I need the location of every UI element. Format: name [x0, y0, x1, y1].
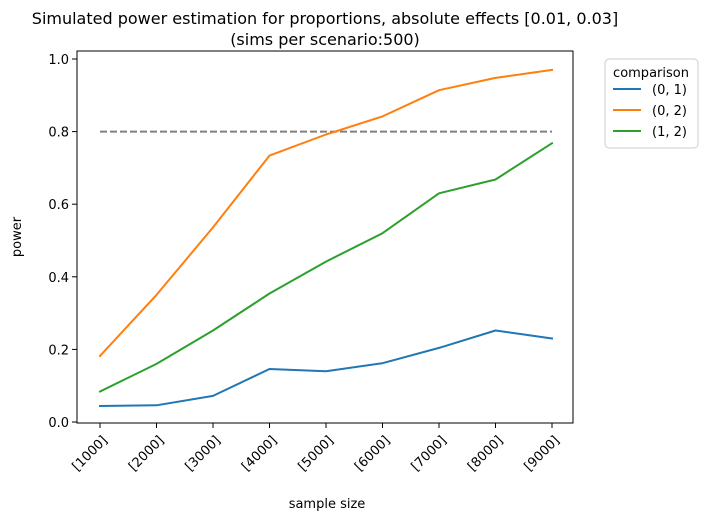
series-lines [98, 68, 554, 408]
y-tick-label: 0.6 [48, 198, 69, 213]
x-tick-label: [9000] [522, 433, 563, 474]
y-tick-label: 0.0 [48, 416, 69, 431]
chart-title: Simulated power estimation for proportio… [32, 9, 618, 28]
legend-title: comparison [613, 66, 689, 81]
legend-label: (1, 2) [652, 125, 687, 140]
x-axis: [1000] [2000] [3000] [4000] [5000] [6000] [700… [70, 423, 563, 474]
y-tick-label: 1.0 [48, 53, 69, 68]
chart-subtitle: (sims per scenario:500) [230, 30, 420, 49]
series-line-2 [98, 141, 554, 393]
y-tick-label: 0.2 [48, 343, 69, 358]
legend-items: (0, 1) (0, 2) (1, 2) [613, 83, 687, 140]
legend-label: (0, 2) [652, 104, 687, 119]
x-tick-label: [3000] [183, 433, 224, 474]
y-tick-label: 0.4 [48, 271, 69, 286]
legend-label: (0, 1) [652, 83, 687, 98]
y-tick-label: 0.8 [48, 126, 69, 141]
x-tick-label: [2000] [126, 433, 167, 474]
x-tick-label: [1000] [70, 433, 111, 474]
x-tick-label: [7000] [409, 433, 450, 474]
legend-frame [604, 58, 699, 149]
y-axis: 0.0 0.2 0.4 0.6 0.8 1.0 [48, 53, 77, 431]
x-tick-label: [8000] [465, 433, 506, 474]
legend: comparison (0, 1) (0, 2) (1, 2) [604, 58, 699, 149]
x-tick-label: [5000] [296, 433, 337, 474]
x-tick-label: [4000] [239, 433, 280, 474]
x-axis-label: sample size [289, 497, 366, 512]
series-line-1 [98, 68, 554, 358]
series-line-0 [98, 329, 554, 408]
x-tick-label: [6000] [352, 433, 393, 474]
y-axis-label: power [10, 216, 25, 257]
